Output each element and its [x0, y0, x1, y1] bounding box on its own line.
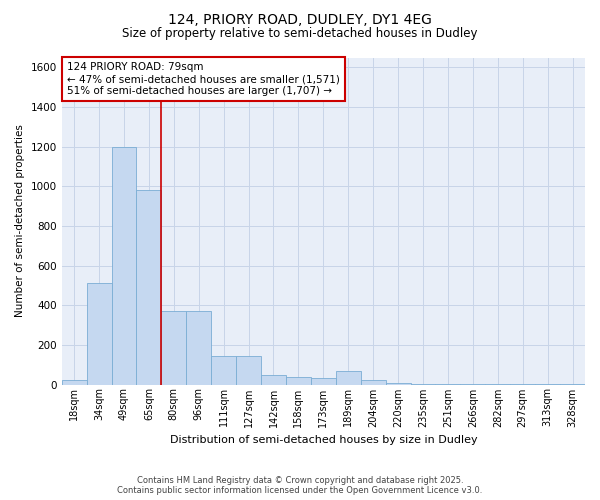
Bar	[211, 356, 236, 384]
X-axis label: Distribution of semi-detached houses by size in Dudley: Distribution of semi-detached houses by …	[170, 435, 477, 445]
Bar	[311, 378, 336, 384]
Bar	[62, 380, 86, 384]
Text: 124 PRIORY ROAD: 79sqm
← 47% of semi-detached houses are smaller (1,571)
51% of : 124 PRIORY ROAD: 79sqm ← 47% of semi-det…	[67, 62, 340, 96]
Bar	[336, 370, 361, 384]
Bar	[361, 380, 386, 384]
Bar	[261, 374, 286, 384]
Bar	[161, 311, 186, 384]
Y-axis label: Number of semi-detached properties: Number of semi-detached properties	[15, 124, 25, 318]
Bar	[286, 376, 311, 384]
Text: Size of property relative to semi-detached houses in Dudley: Size of property relative to semi-detach…	[122, 28, 478, 40]
Bar	[186, 311, 211, 384]
Bar	[112, 146, 136, 384]
Bar	[236, 356, 261, 384]
Bar	[86, 284, 112, 384]
Bar	[136, 190, 161, 384]
Text: Contains HM Land Registry data © Crown copyright and database right 2025.
Contai: Contains HM Land Registry data © Crown c…	[118, 476, 482, 495]
Bar	[386, 382, 410, 384]
Text: 124, PRIORY ROAD, DUDLEY, DY1 4EG: 124, PRIORY ROAD, DUDLEY, DY1 4EG	[168, 12, 432, 26]
